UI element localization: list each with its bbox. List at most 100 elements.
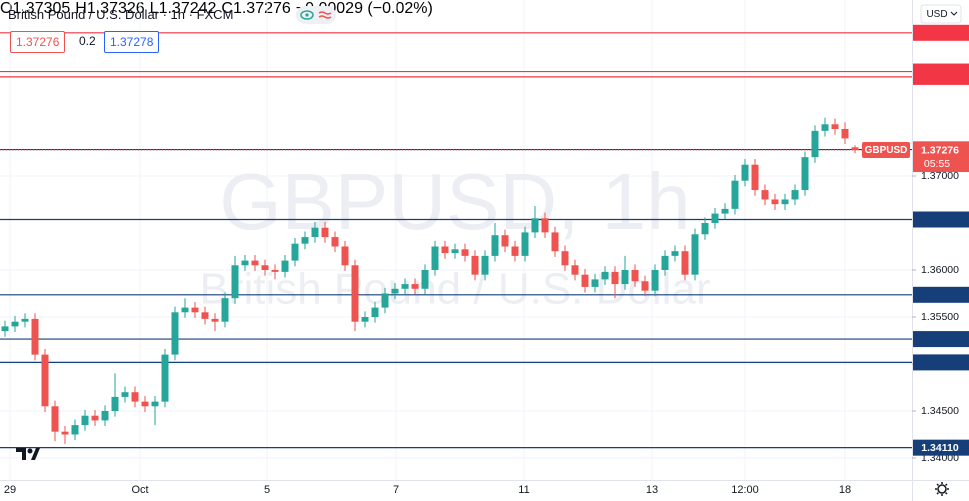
candle-body: [531, 218, 539, 233]
symbol-tag: GBPUSD: [865, 145, 908, 156]
candle-body: [481, 255, 489, 275]
y-tick-label: 1.34500: [921, 405, 959, 417]
candle-body: [361, 316, 369, 322]
candle-body: [191, 307, 199, 313]
settings-icon[interactable]: [935, 482, 949, 496]
candle-body: [781, 199, 789, 205]
candle-body: [731, 180, 739, 209]
candle-body: [431, 246, 439, 270]
last-price-label: 1.37276: [921, 144, 959, 156]
candle-body: [371, 307, 379, 317]
x-tick-label: 5: [264, 484, 270, 496]
candle-body: [641, 281, 649, 291]
candle-body: [591, 279, 599, 287]
currency-label: USD: [926, 9, 947, 20]
currency-button[interactable]: [920, 4, 962, 24]
spread: 0.2: [74, 31, 101, 51]
level-label: 1.34110: [921, 442, 959, 454]
candle-body: [161, 354, 169, 402]
candle-body: [1, 326, 9, 332]
level-label-bg: [913, 286, 969, 303]
candle-body: [141, 401, 149, 407]
candle-body: [741, 164, 749, 181]
buy-price: 1.37278: [110, 35, 154, 49]
x-tick-label: 12:00: [731, 484, 759, 496]
candle-body: [391, 288, 399, 294]
buy-button[interactable]: 1.37278: [104, 31, 160, 53]
candle-body: [221, 298, 229, 322]
candle-body: [211, 318, 219, 322]
candle-body: [611, 271, 619, 285]
candle-body: [71, 425, 79, 435]
countdown: 05:55: [924, 158, 950, 170]
candle-body: [341, 246, 349, 266]
candle-body: [491, 235, 499, 256]
y-tick-label: 1.35500: [921, 311, 959, 323]
candle-body: [571, 265, 579, 275]
candle-body: [91, 415, 99, 421]
candle-body: [841, 128, 849, 139]
tv-logo[interactable]: [16, 448, 40, 460]
candle-body: [831, 124, 839, 129]
levels: [0, 32, 912, 449]
candle-body: [851, 147, 859, 151]
candle-body: [701, 222, 709, 235]
candle-body: [381, 293, 389, 308]
ohlc-item: C1.37276: [221, 0, 291, 17]
y-tick-label: 1.36000: [921, 264, 959, 276]
currency-caret: [950, 11, 958, 16]
candle-body: [751, 164, 759, 191]
candle-body: [41, 354, 49, 407]
candle-body: [461, 249, 469, 256]
candle-body: [251, 260, 259, 266]
candle-body: [321, 227, 329, 238]
candle-body: [121, 392, 129, 397]
candle-body: [721, 208, 729, 214]
candle-body: [231, 265, 239, 299]
candle-body: [651, 269, 659, 291]
candle-body: [171, 312, 179, 355]
ohlc-item: O1.37305: [0, 0, 71, 17]
axes: 1.340001.345001.350001.355001.360001.370…: [4, 24, 969, 496]
candle-body: [621, 269, 629, 285]
candle-body: [291, 243, 299, 261]
candle-body: [501, 235, 509, 247]
candle-body: [541, 218, 549, 233]
candle-body: [791, 190, 799, 200]
candle-body: [551, 232, 559, 252]
candle-body: [31, 318, 39, 355]
candle-body: [241, 260, 249, 266]
candle-body: [181, 307, 189, 313]
x-tick-label: 13: [646, 484, 658, 496]
candle-body: [581, 274, 589, 287]
candle-body: [681, 251, 689, 275]
toggle-icons: [300, 10, 332, 20]
spread-value: 0.2: [79, 34, 96, 48]
level-label-bg: [913, 331, 969, 348]
candle-body: [131, 392, 139, 402]
candle-body: [561, 251, 569, 266]
sell-button[interactable]: 1.37276: [10, 31, 66, 53]
candle-body: [451, 249, 459, 254]
candle-body: [821, 124, 829, 131]
candle-body: [631, 269, 639, 282]
candle-body: [411, 284, 419, 289]
candle-body: [521, 232, 529, 256]
candle-body: [271, 269, 279, 272]
last-price-bg: [913, 142, 969, 173]
candle-body: [801, 157, 809, 191]
visibility-toggles[interactable]: [296, 6, 336, 24]
candle-body: [261, 265, 269, 270]
candle-body: [421, 269, 429, 289]
candle-body: [101, 410, 109, 421]
x-tick-label: 11: [518, 484, 529, 496]
candle-body: [711, 213, 719, 223]
level-label-bg: [913, 439, 969, 456]
candle-body: [81, 415, 89, 426]
candle-body: [61, 431, 69, 435]
x-tick-label: 29: [4, 484, 16, 496]
level-label-bg: [913, 211, 969, 228]
candle-body: [201, 312, 209, 319]
